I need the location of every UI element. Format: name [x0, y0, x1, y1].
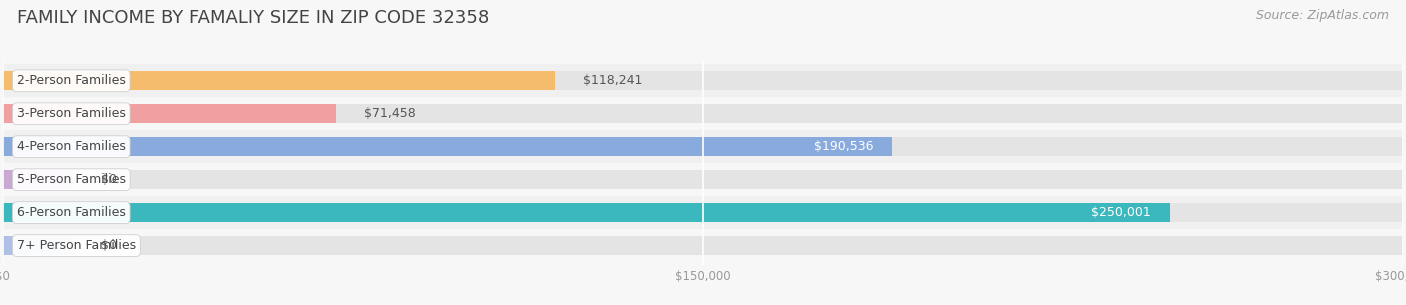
Text: $71,458: $71,458: [364, 107, 416, 120]
Bar: [3, 130, 1403, 163]
Bar: [3, 137, 1403, 156]
Bar: [3, 163, 1403, 196]
Bar: [3, 229, 1403, 262]
Text: FAMILY INCOME BY FAMALIY SIZE IN ZIP CODE 32358: FAMILY INCOME BY FAMALIY SIZE IN ZIP COD…: [17, 9, 489, 27]
Bar: [3, 236, 73, 255]
Bar: [3, 170, 1403, 189]
Bar: [3, 64, 1403, 97]
Text: $118,241: $118,241: [582, 74, 643, 87]
Bar: [3, 97, 1403, 130]
Text: 6-Person Families: 6-Person Families: [17, 206, 125, 219]
Bar: [3, 236, 1403, 255]
Text: Source: ZipAtlas.com: Source: ZipAtlas.com: [1256, 9, 1389, 22]
Bar: [3, 104, 1403, 123]
Bar: [3, 137, 893, 156]
Bar: [3, 203, 1403, 222]
Text: $190,536: $190,536: [814, 140, 873, 153]
Text: 5-Person Families: 5-Person Families: [17, 173, 125, 186]
Text: 7+ Person Families: 7+ Person Families: [17, 239, 136, 252]
Bar: [3, 196, 1403, 229]
Bar: [3, 170, 73, 189]
Text: 4-Person Families: 4-Person Families: [17, 140, 125, 153]
Text: $0: $0: [101, 239, 117, 252]
Text: 2-Person Families: 2-Person Families: [17, 74, 125, 87]
Text: $250,001: $250,001: [1091, 206, 1152, 219]
Bar: [3, 104, 336, 123]
Bar: [3, 71, 1403, 90]
Text: 3-Person Families: 3-Person Families: [17, 107, 125, 120]
Bar: [3, 203, 1170, 222]
Text: $0: $0: [101, 173, 117, 186]
Bar: [3, 71, 555, 90]
